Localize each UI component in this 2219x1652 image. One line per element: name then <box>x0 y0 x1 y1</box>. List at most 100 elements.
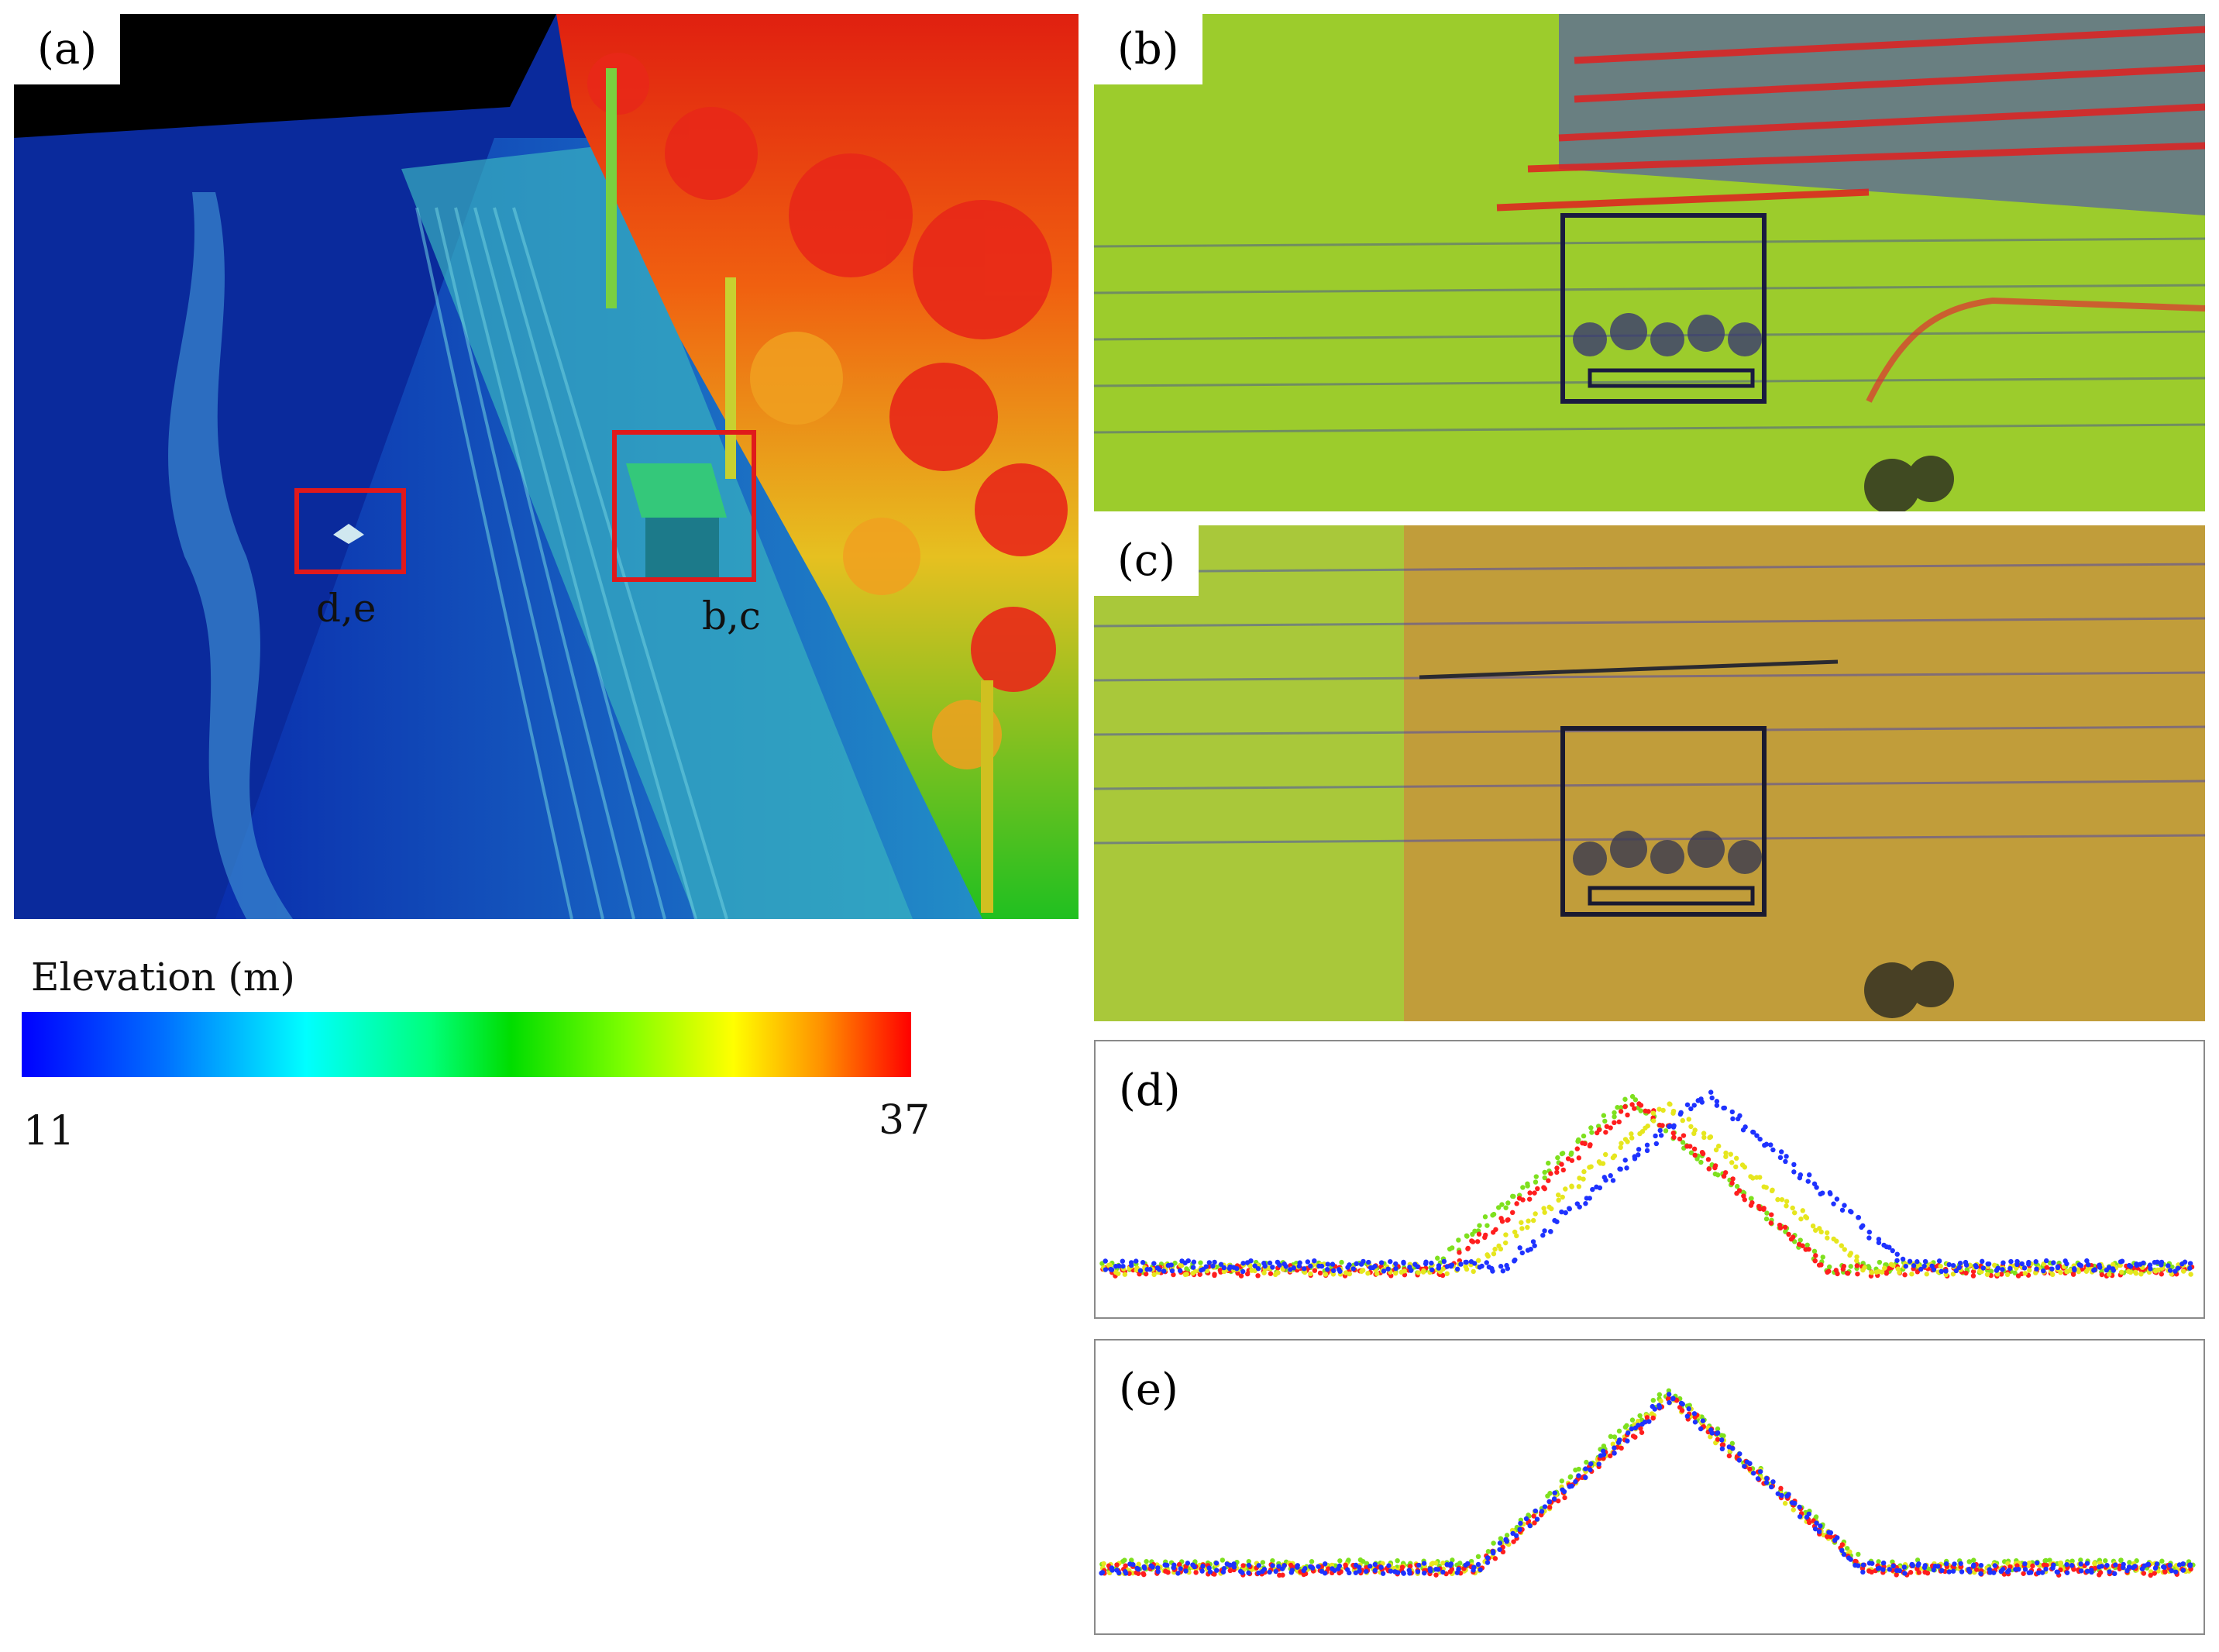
profile-point <box>1372 1568 1378 1573</box>
profile-point <box>1407 1564 1413 1569</box>
profile-point <box>1736 1458 1743 1463</box>
profile-point <box>1468 1259 1474 1265</box>
profile-point <box>1134 1265 1140 1271</box>
point-cloud-elevation-image <box>14 14 1079 919</box>
profile-point <box>1555 1155 1560 1161</box>
profile-point <box>1309 1559 1315 1564</box>
profile-point <box>1337 1558 1343 1564</box>
profile-point <box>1666 1392 1672 1397</box>
profile-point <box>1587 1196 1592 1201</box>
profile-point <box>1343 1270 1349 1275</box>
profile-point <box>1407 1571 1412 1576</box>
profile-point <box>1136 1571 1141 1576</box>
profile-point <box>1275 1259 1281 1265</box>
profile-point <box>1559 1478 1565 1484</box>
profile-point <box>2173 1268 2178 1274</box>
profile-point <box>1336 1267 1342 1272</box>
profile-point <box>2112 1571 2118 1577</box>
profile-point <box>1784 1199 1790 1204</box>
profile-point <box>1556 1197 1561 1203</box>
profile-point <box>1748 1174 1753 1179</box>
profile-point <box>1824 1230 1830 1236</box>
profile-point <box>1221 1265 1227 1271</box>
profile-point <box>1783 1158 1788 1165</box>
profile-point <box>2097 1572 2102 1578</box>
profile-point <box>1505 1265 1511 1272</box>
profile-point <box>1616 1428 1622 1434</box>
profile-point <box>1317 1270 1323 1276</box>
profile-point <box>1629 1426 1635 1432</box>
profile-point <box>1155 1565 1161 1571</box>
profile-point <box>2119 1258 2125 1264</box>
profile-point <box>1966 1567 1971 1572</box>
profile-point <box>1231 1265 1237 1270</box>
profile-point <box>2139 1566 2145 1571</box>
profile-point <box>1547 1491 1553 1496</box>
profile-point <box>2051 1260 2056 1265</box>
profile-point <box>2110 1266 2116 1272</box>
profile-point <box>1775 1196 1780 1203</box>
profile-point <box>2027 1268 2032 1273</box>
profile-point <box>1584 1459 1589 1465</box>
profile-point <box>1646 1109 1651 1114</box>
profile-point <box>1680 1401 1685 1407</box>
profile-point <box>1806 1511 1811 1517</box>
profile-point <box>1938 1263 1943 1269</box>
profile-point <box>1769 1484 1774 1490</box>
profile-point <box>1617 1437 1622 1443</box>
profile-point <box>1761 1206 1767 1212</box>
profile-point <box>1910 1563 1916 1568</box>
profile-point <box>2001 1260 2006 1265</box>
profile-point <box>1601 1443 1607 1449</box>
profile-point <box>1950 1262 1956 1268</box>
profile-point <box>1546 1499 1552 1505</box>
profile-point <box>1456 1237 1461 1243</box>
profile-point <box>1500 1268 1506 1274</box>
profile-point <box>1909 1272 1915 1277</box>
profile-point <box>1533 1211 1538 1217</box>
profile-point <box>1722 1105 1728 1111</box>
profile-point <box>1618 1105 1624 1110</box>
profile-point <box>1733 1155 1739 1162</box>
profile-point <box>1444 1264 1450 1269</box>
profile-point <box>1644 1142 1650 1148</box>
profile-point <box>1197 1272 1202 1277</box>
profile-point <box>1503 1232 1509 1237</box>
profile-point <box>1183 1568 1189 1574</box>
profile-point <box>2162 1564 2167 1570</box>
profile-point <box>1811 1181 1818 1187</box>
profile-point <box>1644 1148 1650 1154</box>
profile-point <box>1519 1220 1524 1225</box>
profile-point <box>1190 1270 1196 1276</box>
profile-point <box>2104 1267 2110 1273</box>
profile-point <box>1220 1569 1226 1575</box>
profile-point <box>1708 1089 1714 1095</box>
profile-point <box>1370 1265 1376 1271</box>
profile-point <box>1526 1196 1533 1202</box>
profile-point <box>1385 1266 1391 1272</box>
profile-point <box>1275 1270 1281 1275</box>
profile-point <box>1347 1570 1352 1576</box>
profile-point <box>1649 1411 1655 1416</box>
profile-point <box>1540 1233 1546 1238</box>
profile-point <box>1755 1476 1761 1482</box>
profile-point <box>1844 1546 1850 1551</box>
profile-point <box>1161 1268 1167 1274</box>
profile-point <box>1429 1260 1434 1266</box>
profile-point <box>1705 1157 1712 1162</box>
profile-point <box>1312 1268 1318 1273</box>
profile-point <box>1978 1571 1983 1577</box>
profile-point <box>1530 1217 1536 1224</box>
profile-point <box>1888 1261 1894 1267</box>
profile-point <box>1526 1218 1531 1224</box>
profile-point <box>1828 1191 1833 1196</box>
profile-point <box>1894 1568 1900 1574</box>
profile-point <box>1240 1563 1246 1568</box>
profile-point <box>1750 1470 1756 1476</box>
profile-point <box>1116 1570 1122 1576</box>
profile-point <box>1636 1152 1641 1158</box>
profile-point <box>1953 1268 1959 1274</box>
profile-point <box>1812 1258 1818 1264</box>
profile-point <box>1587 1143 1593 1149</box>
profile-point <box>1828 1534 1834 1540</box>
